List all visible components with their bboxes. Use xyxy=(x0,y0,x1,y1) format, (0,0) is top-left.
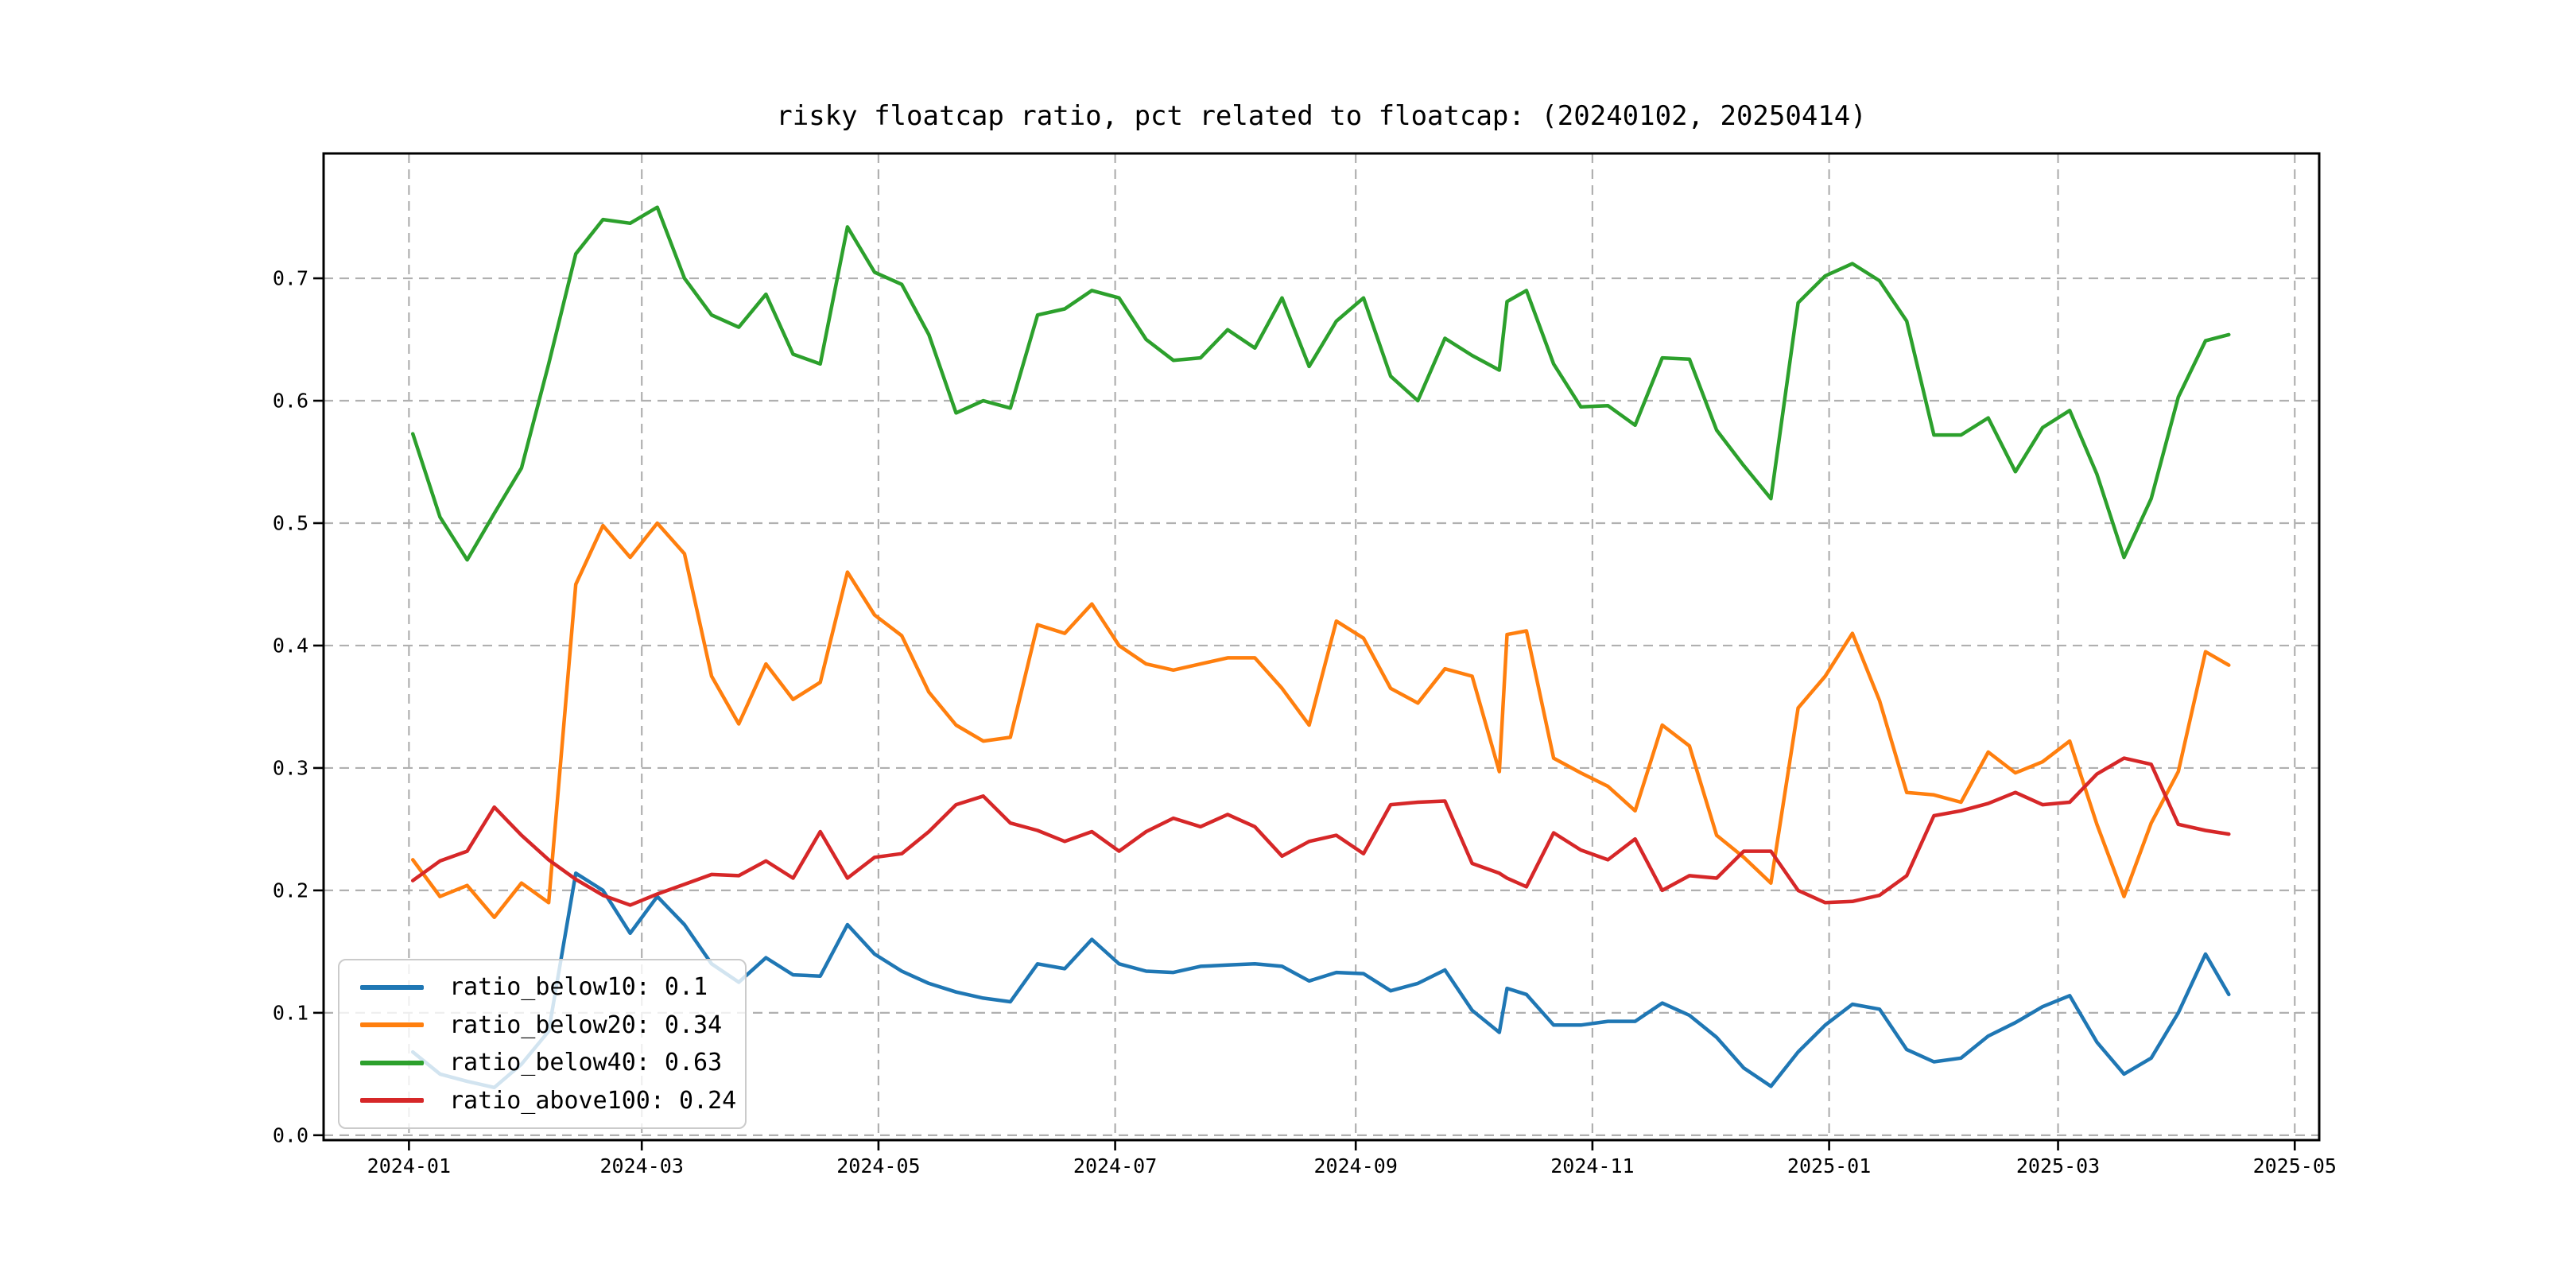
y-tick-label: 0.0 xyxy=(272,1123,308,1147)
x-tick-label: 2025-05 xyxy=(2252,1154,2337,1177)
legend-line-sample xyxy=(360,1060,424,1065)
legend-line-sample xyxy=(360,1022,424,1028)
legend-entry-ratio_below40: ratio_below40: 0.63 xyxy=(339,1049,745,1077)
legend-entry-ratio_below10: ratio_below10: 0.1 xyxy=(339,973,745,1001)
legend-line-sample xyxy=(360,1098,424,1104)
x-tick-label: 2024-07 xyxy=(1073,1154,1158,1177)
legend-line-sample xyxy=(360,984,424,990)
x-tick-label: 2024-09 xyxy=(1313,1154,1398,1177)
y-tick-label: 0.2 xyxy=(272,879,308,902)
x-tick-label: 2024-01 xyxy=(367,1154,452,1177)
series-line-ratio_below40 xyxy=(410,205,2231,562)
legend-label: ratio_above100: 0.24 xyxy=(449,1086,737,1115)
x-tick-label: 2024-05 xyxy=(836,1154,921,1177)
legend-entry-ratio_above100: ratio_above100: 0.24 xyxy=(339,1087,745,1115)
x-tick-label: 2025-01 xyxy=(1787,1154,1872,1177)
y-tick-label: 0.7 xyxy=(272,266,308,290)
y-tick-label: 0.3 xyxy=(272,756,308,780)
y-tick-label: 0.5 xyxy=(272,511,308,535)
chart-title: risky floatcap ratio, pct related to flo… xyxy=(776,100,1867,132)
y-tick-label: 0.4 xyxy=(272,634,308,658)
series-line-ratio_below20 xyxy=(410,521,2231,920)
x-tick-label: 2024-11 xyxy=(1550,1154,1635,1177)
legend-label: ratio_below40: 0.63 xyxy=(449,1049,723,1077)
y-tick-label: 0.6 xyxy=(272,389,308,413)
series-line-ratio_above100 xyxy=(410,756,2231,907)
legend-entry-ratio_below20: ratio_below20: 0.34 xyxy=(339,1011,745,1039)
x-tick-label: 2025-03 xyxy=(2015,1154,2101,1177)
legend-label: ratio_below10: 0.1 xyxy=(449,973,708,1002)
x-tick-label: 2024-03 xyxy=(599,1154,684,1177)
y-tick-label: 0.1 xyxy=(272,1001,308,1025)
legend: ratio_below10: 0.1 ratio_below20: 0.34 rat… xyxy=(338,959,747,1129)
legend-label: ratio_below20: 0.34 xyxy=(449,1011,723,1039)
axes-spines xyxy=(322,152,2321,1142)
